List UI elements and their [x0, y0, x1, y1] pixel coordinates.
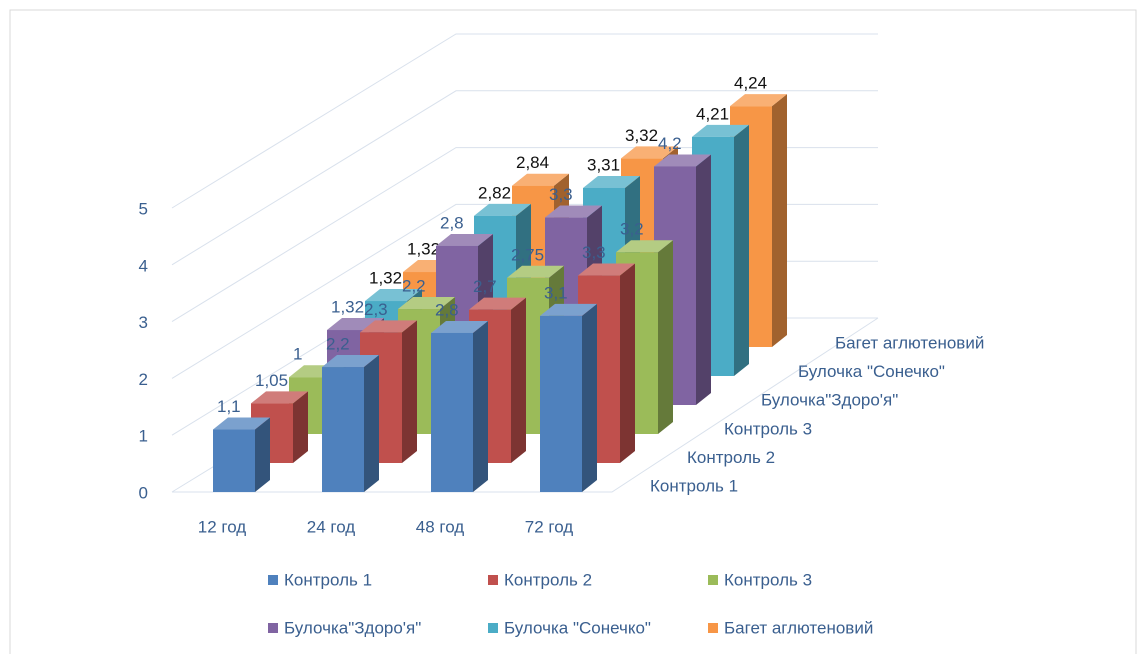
x-tick-label: 24 год [307, 517, 356, 536]
depth-label: Контроль 2 [687, 448, 775, 467]
x-tick-label: 48 год [416, 517, 465, 536]
legend-label: Багет аглютеновий [724, 618, 873, 637]
bar-top [540, 303, 597, 316]
bar-top [251, 391, 308, 404]
value-label: 3,1 [544, 283, 568, 302]
legend-label: Контроль 1 [284, 570, 372, 589]
bar-side [364, 355, 379, 492]
value-label: 2,82 [478, 183, 511, 202]
bar-side [734, 124, 749, 376]
legend-swatch [708, 623, 718, 633]
bar-top [431, 320, 488, 333]
bar-top [730, 94, 787, 107]
x-tick-label: 72 год [525, 517, 574, 536]
value-label: 3,31 [587, 155, 620, 174]
legend-label: Контроль 2 [504, 570, 592, 589]
bar-top [616, 240, 673, 253]
legend-swatch [488, 575, 498, 585]
legend-label: Булочка "Сонечко" [504, 618, 651, 637]
bar-side [772, 94, 787, 347]
bar-top [545, 205, 602, 218]
bar [322, 367, 364, 492]
value-label: 4,24 [734, 74, 767, 93]
depth-label: Булочка"Здоро'я" [761, 391, 898, 410]
bar-top [469, 297, 526, 310]
y-tick-label: 1 [139, 427, 148, 446]
bar-top [512, 173, 569, 186]
value-label: 2,7 [473, 277, 497, 296]
bar-top [578, 263, 635, 276]
value-label: 2,2 [326, 335, 350, 354]
value-label: 2,2 [402, 277, 426, 296]
bar-top [322, 355, 379, 368]
value-label: 1,05 [255, 371, 288, 390]
legend-swatch [268, 575, 278, 585]
bar-top [583, 175, 640, 188]
value-label: 3,32 [625, 126, 658, 145]
value-label: 3,3 [582, 243, 606, 262]
bar-side [293, 391, 308, 463]
bar-top [692, 124, 749, 137]
bar-top [621, 146, 678, 159]
value-label: 2,84 [516, 153, 549, 172]
bar-top [213, 417, 270, 430]
value-label: 2,3 [364, 300, 388, 319]
floor [172, 317, 879, 493]
legend-label: Контроль 3 [724, 570, 812, 589]
bar-side [402, 320, 417, 463]
chart-border [9, 9, 1137, 654]
value-label: 1,32 [369, 269, 402, 288]
y-tick-label: 5 [139, 199, 148, 218]
value-label: 1,1 [217, 397, 241, 416]
bar-side [620, 263, 635, 463]
bar-top [474, 203, 531, 216]
y-tick-label: 4 [139, 256, 148, 275]
y-tick-label: 0 [139, 483, 148, 502]
value-label: 1,32 [331, 298, 364, 317]
bar-side [255, 417, 270, 492]
bar [540, 315, 582, 492]
legend-swatch [488, 623, 498, 633]
bar-side [473, 320, 488, 492]
bar [213, 429, 255, 492]
y-tick-label: 3 [139, 313, 148, 332]
bar-top [436, 233, 493, 246]
value-label: 4,21 [696, 104, 729, 123]
grid-line [171, 90, 878, 266]
depth-label: Контроль 3 [724, 419, 812, 438]
depth-label: Багет аглютеновий [835, 333, 984, 352]
depth-label: Контроль 1 [650, 476, 738, 495]
value-label: 4,2 [658, 134, 682, 153]
bar-side [696, 154, 711, 405]
value-label: 1,32 [407, 240, 440, 259]
value-label: 2,8 [435, 300, 459, 319]
bar-top [365, 289, 422, 302]
value-label: 1 [293, 345, 302, 364]
grid-line [171, 33, 878, 209]
legend-label: Булочка"Здоро'я" [284, 618, 421, 637]
bar-side [658, 240, 673, 434]
value-label: 2,75 [511, 245, 544, 264]
legend-swatch [268, 623, 278, 633]
value-label: 3,2 [620, 220, 644, 239]
x-tick-label: 12 год [198, 517, 247, 536]
bar-top [398, 297, 455, 310]
legend-swatch [708, 575, 718, 585]
value-label: 3,3 [549, 185, 573, 204]
bar-top [507, 265, 564, 278]
bar-top [360, 320, 417, 333]
bar-side [511, 297, 526, 463]
bar-top [654, 154, 711, 167]
y-tick-label: 2 [139, 370, 148, 389]
value-label: 2,8 [440, 213, 464, 232]
bar [431, 332, 473, 492]
bar-side [582, 303, 597, 492]
depth-label: Булочка "Сонечко" [798, 362, 945, 381]
